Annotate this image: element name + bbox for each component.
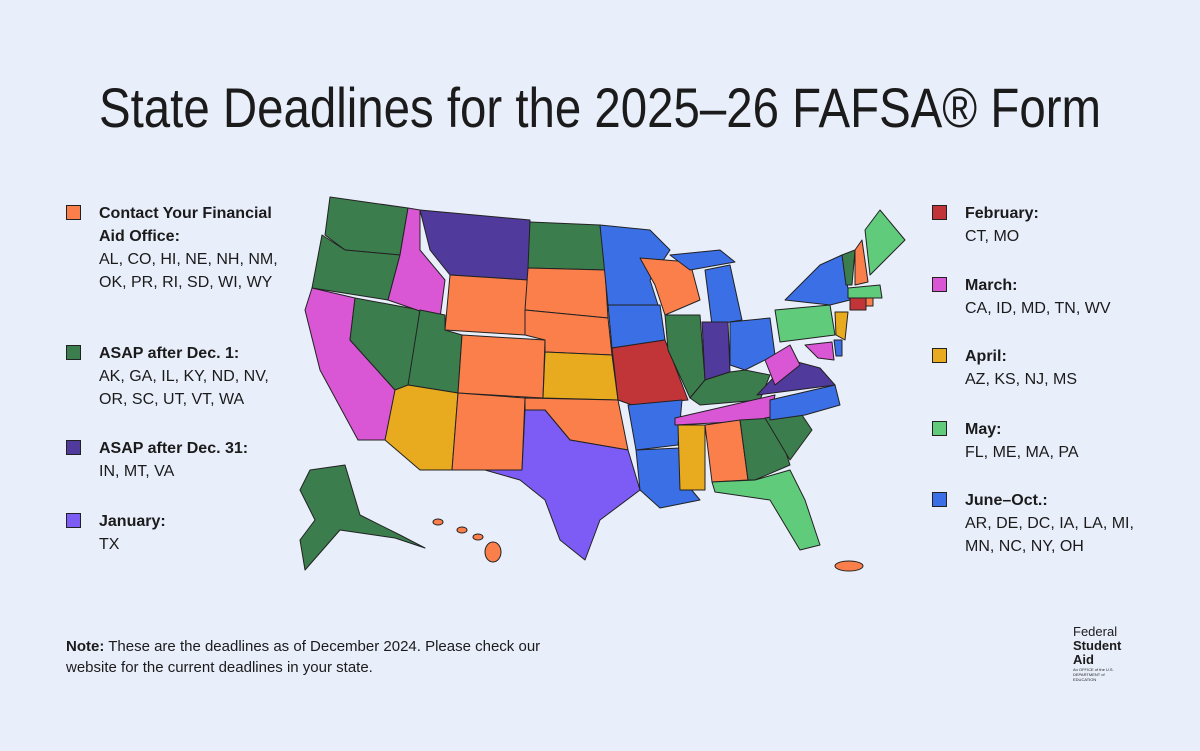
legend-item: April: AZ, KS, NJ, MS (932, 345, 1165, 391)
state (627, 399, 683, 451)
state (384, 384, 459, 471)
state (524, 267, 609, 319)
state (784, 254, 851, 306)
state (764, 344, 801, 386)
state (704, 264, 743, 326)
note-text: These are the deadlines as of December 2… (66, 638, 541, 676)
state (542, 351, 619, 401)
state (669, 249, 736, 271)
legend-swatch (932, 205, 947, 220)
legend-states: CA, ID, MD, TN, WV (965, 300, 1111, 317)
legend-swatch (932, 277, 947, 292)
legend-states: TX (99, 536, 120, 553)
legend-item: February: CT, MO (932, 202, 1165, 248)
legend-item: June–Oct.: AR, DE, DC, IA, LA, MI, MN, NC… (932, 489, 1165, 558)
logo-line: Aid (1073, 652, 1094, 667)
state (456, 526, 468, 534)
legend-label: April: (965, 348, 1007, 365)
state (804, 341, 835, 361)
state (774, 304, 836, 343)
legend-label: June–Oct.: (965, 492, 1048, 509)
legend-label: February: (965, 205, 1039, 222)
state (451, 392, 526, 471)
state (484, 541, 502, 563)
legend-states: AZ, KS, NJ, MS (965, 371, 1078, 388)
legend-item: ASAP after Dec. 1: AK, GA, IL, KY, ND, NV… (66, 342, 299, 411)
note: Note: These are the deadlines as of Dece… (66, 636, 546, 678)
state (865, 297, 874, 307)
legend-label: ASAP after Dec. 31: (99, 440, 249, 457)
legend-swatch (66, 440, 81, 455)
state (849, 297, 867, 311)
legend-label: March: (965, 277, 1018, 294)
legend-item: Contact Your Financial Aid Office: AL, CO… (66, 202, 279, 294)
state (299, 464, 426, 571)
logo-tagline: An OFFICE of the U.S. DEPARTMENT of EDUC… (1073, 667, 1114, 682)
state (472, 533, 484, 541)
legend-swatch (66, 345, 81, 360)
legend-item: March: CA, ID, MD, TN, WV (932, 274, 1165, 320)
legend-states: AL, CO, HI, NE, NH, NM, OK, PR, RI, SD, … (99, 251, 278, 291)
legend-label: May: (965, 421, 1002, 438)
state (432, 518, 444, 526)
state (729, 317, 776, 371)
legend-label: January: (99, 513, 166, 530)
legend-states: AR, DE, DC, IA, LA, MI, MN, NC, NY, OH (965, 515, 1134, 555)
logo: Federal Student Aid An OFFICE of the U.S… (1073, 624, 1128, 683)
state (841, 249, 856, 286)
legend-label: Contact Your Financial Aid Office: (99, 205, 272, 245)
state (527, 221, 606, 271)
legend-states: FL, ME, MA, PA (965, 444, 1079, 461)
legend-item: May: FL, ME, MA, PA (932, 418, 1165, 464)
note-lead: Note: (66, 638, 105, 655)
legend-states: CT, MO (965, 228, 1020, 245)
state (833, 339, 843, 357)
logo-line: Federal (1073, 624, 1118, 639)
state (701, 321, 731, 381)
state (444, 274, 529, 336)
state (769, 384, 841, 421)
title: State Deadlines for the 2025–26 FAFSA® F… (99, 76, 1101, 139)
legend-swatch (66, 205, 81, 220)
state (834, 560, 864, 572)
legend-item: ASAP after Dec. 31: IN, MT, VA (66, 437, 299, 483)
state (711, 469, 821, 551)
state (387, 207, 446, 319)
logo-line: Student (1073, 638, 1122, 653)
legend-swatch (932, 421, 947, 436)
state (689, 369, 771, 406)
state (847, 284, 883, 299)
legend-item: January: TX (66, 510, 299, 556)
state (677, 424, 706, 491)
legend-states: IN, MT, VA (99, 463, 175, 480)
state (854, 239, 869, 286)
legend-states: AK, GA, IL, KY, ND, NV, OR, SC, UT, VT, … (99, 368, 269, 408)
state (457, 334, 546, 399)
state (864, 209, 906, 276)
legend-swatch (66, 513, 81, 528)
state (484, 409, 641, 561)
legend-swatch (932, 492, 947, 507)
us-map (299, 196, 906, 572)
legend-label: ASAP after Dec. 1: (99, 345, 240, 362)
legend-swatch (932, 348, 947, 363)
state (834, 311, 849, 341)
